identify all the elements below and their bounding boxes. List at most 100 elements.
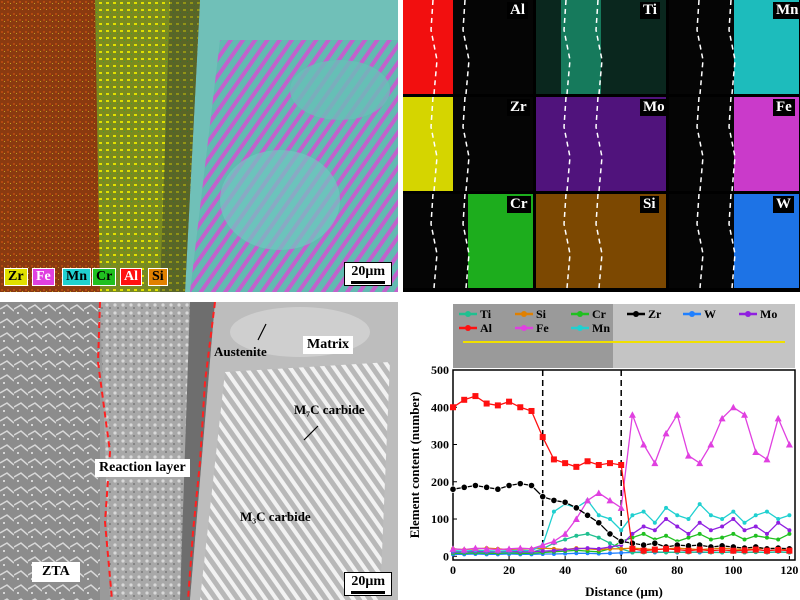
data-point xyxy=(786,547,793,554)
data-point xyxy=(563,547,568,552)
scale-bar-a-label: 20μm xyxy=(351,264,385,279)
data-point xyxy=(741,547,748,554)
data-point xyxy=(540,549,545,554)
data-point xyxy=(697,520,702,525)
legend-al: Al xyxy=(120,268,142,286)
scale-bar-c-label: 20μm xyxy=(351,574,385,589)
data-point xyxy=(731,509,736,514)
data-point xyxy=(617,504,625,511)
legend-item-w: W xyxy=(683,307,716,321)
legend-label-zr: Zr xyxy=(648,307,662,321)
data-point xyxy=(505,481,513,490)
data-point xyxy=(585,531,590,536)
data-point xyxy=(574,551,579,556)
data-point xyxy=(619,550,624,555)
data-point xyxy=(651,539,659,547)
legend-label-w: W xyxy=(704,307,716,321)
data-point xyxy=(550,537,558,545)
data-point xyxy=(539,434,546,441)
data-point xyxy=(731,517,736,522)
y-tick-label: 100 xyxy=(431,512,449,526)
data-point xyxy=(787,513,792,518)
data-point xyxy=(551,509,556,514)
data-point xyxy=(539,493,547,501)
data-point xyxy=(764,509,769,514)
y-tick-label: 200 xyxy=(431,475,449,489)
x-tick-label: 40 xyxy=(559,563,571,577)
data-point xyxy=(664,533,669,538)
data-point xyxy=(527,481,536,490)
data-point xyxy=(652,528,657,533)
data-point xyxy=(753,533,758,538)
data-point xyxy=(550,456,557,463)
data-point xyxy=(505,545,513,552)
data-point xyxy=(574,533,579,538)
data-point xyxy=(708,528,713,533)
data-point xyxy=(494,485,502,493)
data-point xyxy=(561,530,569,537)
legend-zr: Zr xyxy=(4,268,28,286)
data-point xyxy=(584,496,592,504)
data-point xyxy=(764,531,769,536)
data-point xyxy=(619,546,624,551)
data-point xyxy=(516,544,524,552)
data-point xyxy=(675,524,680,529)
plot-frame xyxy=(452,369,796,561)
data-point xyxy=(696,546,703,553)
legend-label-fe: Fe xyxy=(536,321,549,335)
data-point xyxy=(483,483,491,491)
x-tick-label: 0 xyxy=(450,563,456,577)
data-point xyxy=(550,496,558,504)
data-point xyxy=(707,441,715,448)
legend-item-al: Al xyxy=(459,321,493,335)
data-point xyxy=(528,407,535,414)
legend-label-ti: Ti xyxy=(480,307,492,321)
data-point xyxy=(572,504,580,512)
data-point xyxy=(607,517,612,522)
data-point xyxy=(483,400,490,407)
data-point xyxy=(641,524,646,529)
element-maps xyxy=(403,0,799,289)
series-al xyxy=(450,393,793,554)
data-point xyxy=(630,531,635,536)
data-point xyxy=(619,528,624,533)
legend-item-mo: Mo xyxy=(739,307,777,321)
data-point xyxy=(686,517,691,522)
label-matrix: Matrix xyxy=(303,336,353,354)
data-point xyxy=(629,545,636,552)
data-point xyxy=(752,546,759,553)
map-label-al: Al xyxy=(507,2,528,19)
data-point xyxy=(562,460,569,467)
data-point xyxy=(663,545,670,552)
data-point xyxy=(708,513,713,518)
data-point xyxy=(720,535,725,540)
x-axis-label: Distance (μm) xyxy=(585,584,663,599)
data-point xyxy=(450,404,456,411)
data-point xyxy=(674,546,681,553)
label-m3c-carbide: M₃C carbide xyxy=(240,509,311,524)
composite-map-image xyxy=(0,0,398,292)
label-zta: ZTA xyxy=(32,562,80,582)
data-point xyxy=(731,531,736,536)
data-point xyxy=(708,537,713,542)
y-tick-label: 400 xyxy=(431,400,449,414)
data-point xyxy=(686,531,691,536)
data-point xyxy=(628,411,636,418)
data-point xyxy=(776,520,781,525)
data-point xyxy=(563,537,568,542)
scale-bar-c: 20μm xyxy=(344,572,392,596)
series-fe xyxy=(449,403,793,553)
data-point xyxy=(506,398,513,405)
x-tick-label: 60 xyxy=(615,563,627,577)
data-point xyxy=(742,537,747,542)
data-point xyxy=(696,459,704,467)
map-label-zr: Zr xyxy=(507,99,530,116)
legend-label-al: Al xyxy=(480,321,493,335)
data-point xyxy=(640,541,648,549)
data-point xyxy=(606,460,613,467)
legend-mn: Mn xyxy=(62,268,91,286)
data-point xyxy=(640,441,648,448)
data-point xyxy=(471,544,479,552)
data-point xyxy=(776,537,781,542)
data-point xyxy=(584,458,591,465)
